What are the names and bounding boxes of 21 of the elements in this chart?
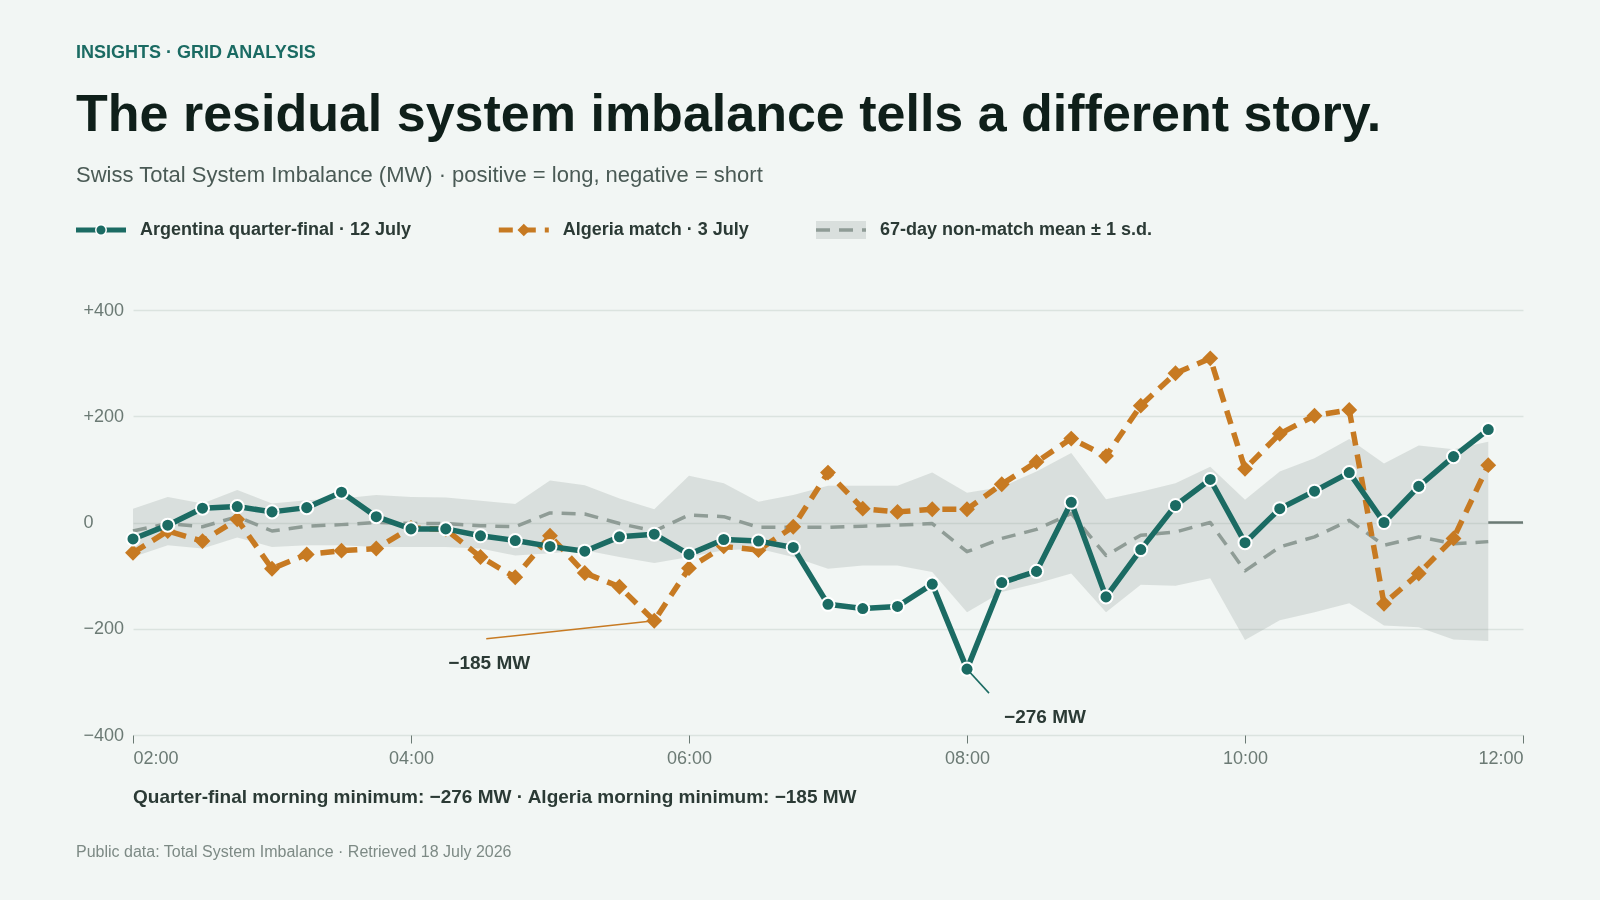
legend-label: 67-day non-match mean ± 1 s.d. [880,219,1152,239]
chart-subtitle: Swiss Total System Imbalance (MW) · positive = long, negative = short [76,162,763,187]
text: INSIGHTS · GRID ANALYSIS [76,42,316,62]
annotation: −185 MW [448,651,531,673]
text: Quarter-final morning minimum: −276 MW · Algeria morning minimum: −185 MW [133,786,857,807]
x-tick-label: 06:00 [666,747,713,768]
legend-label: Algeria match · 3 July [562,219,749,239]
chart-title: The residual system imbalance tells a different story. [76,84,1382,142]
y-tick-label: +400 [83,299,125,320]
text: Public data: Total System Imbalance · Retrieved 18 July 2026 [76,843,512,860]
legend-label: Argentina quarter-final · 12 July [140,219,412,239]
x-tick-label: 04:00 [388,747,435,768]
y-tick-label: −400 [83,724,125,745]
x-tick-label: 08:00 [944,747,991,768]
x-tick-label: 10:00 [1222,747,1269,768]
y-tick-label: +200 [83,405,125,426]
y-tick-label: −200 [83,618,125,639]
x-tick-label: 12:00 [1478,747,1524,768]
x-tick-label: 02:00 [133,747,179,768]
annotation: −276 MW [1004,706,1086,728]
y-tick-label: 0 [83,512,94,532]
